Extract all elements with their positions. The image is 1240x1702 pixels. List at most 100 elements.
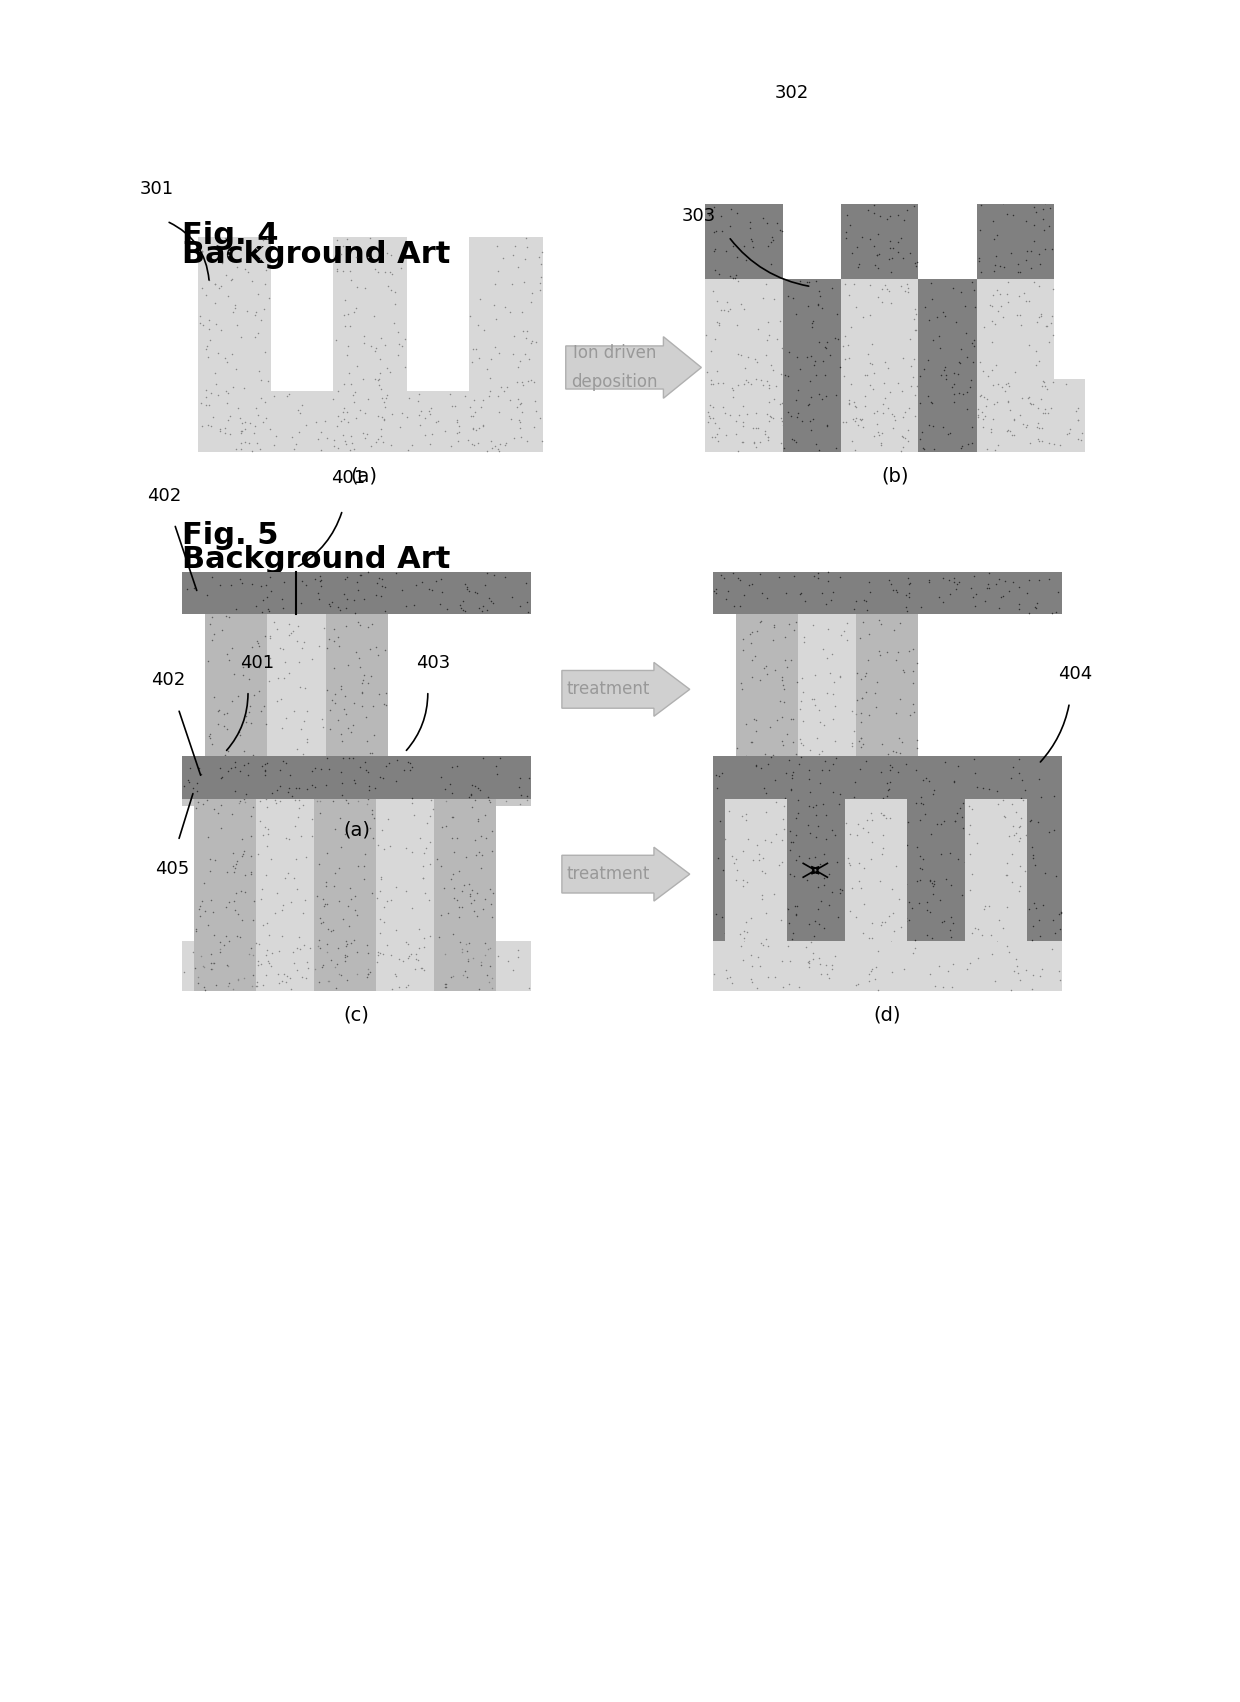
Point	[906, 834, 926, 861]
Point	[255, 814, 275, 841]
Point	[843, 745, 863, 773]
Point	[756, 271, 776, 298]
Point	[337, 408, 357, 436]
Point	[874, 369, 894, 397]
Point	[901, 352, 921, 380]
Point	[924, 376, 944, 403]
Point	[257, 936, 277, 963]
Point	[422, 575, 441, 603]
Point	[301, 822, 321, 849]
Point	[386, 279, 405, 306]
Point	[279, 825, 299, 853]
Point	[858, 647, 878, 674]
Point	[880, 749, 900, 776]
Point	[879, 902, 899, 929]
Point	[376, 752, 396, 780]
Point	[348, 853, 368, 880]
Point	[401, 749, 420, 776]
Point	[1024, 594, 1044, 621]
Point	[853, 730, 873, 757]
Point	[511, 390, 531, 417]
Point	[873, 802, 893, 829]
Point	[947, 570, 967, 597]
Point	[474, 386, 494, 414]
Point	[274, 960, 294, 987]
Point	[334, 233, 353, 260]
Point	[748, 902, 768, 929]
Point	[357, 790, 377, 817]
Point	[1019, 567, 1039, 594]
Point	[463, 793, 482, 820]
Point	[244, 681, 264, 708]
Point	[361, 958, 381, 985]
Point	[412, 955, 432, 982]
Point	[873, 398, 893, 426]
Point	[781, 647, 801, 674]
Point	[761, 223, 781, 250]
Point	[830, 664, 849, 691]
Point	[773, 665, 792, 693]
Point	[360, 776, 379, 803]
Point	[890, 609, 910, 637]
Point	[522, 327, 542, 354]
Point	[883, 766, 903, 793]
Point	[790, 791, 810, 819]
Point	[460, 880, 480, 907]
Point	[351, 562, 371, 589]
Point	[510, 414, 529, 441]
Point	[842, 732, 862, 759]
Point	[777, 398, 797, 426]
Point	[734, 187, 754, 214]
Point	[888, 638, 908, 665]
Point	[771, 218, 791, 245]
Point	[257, 941, 277, 968]
Point	[771, 429, 791, 456]
Point	[229, 788, 249, 815]
Point	[219, 403, 239, 431]
Point	[977, 790, 997, 817]
Point	[192, 274, 212, 301]
Point	[864, 780, 884, 807]
Point	[402, 754, 422, 781]
Point	[884, 890, 904, 917]
Point	[941, 904, 961, 931]
Text: Fig. 5: Fig. 5	[182, 521, 279, 550]
Point	[734, 926, 754, 953]
Point	[482, 904, 502, 931]
Point	[177, 766, 197, 793]
Point	[928, 810, 947, 837]
Point	[775, 785, 795, 812]
Point	[277, 824, 296, 851]
Point	[335, 311, 355, 339]
Point	[751, 608, 771, 635]
Point	[238, 780, 258, 807]
Point	[223, 298, 243, 325]
Point	[920, 768, 940, 795]
Point	[835, 271, 854, 298]
Point	[227, 922, 247, 950]
Point	[472, 592, 492, 620]
Point	[232, 752, 252, 780]
Point	[198, 911, 218, 938]
Point	[931, 810, 951, 837]
Point	[370, 371, 389, 398]
Point	[849, 849, 869, 877]
Point	[836, 810, 856, 837]
Point	[341, 718, 361, 745]
Point	[862, 955, 882, 982]
Point	[410, 398, 430, 426]
Point	[532, 238, 552, 266]
Point	[311, 436, 331, 463]
Point	[502, 271, 522, 298]
Point	[888, 786, 908, 814]
Point	[358, 960, 378, 987]
Point	[920, 786, 940, 814]
Point	[808, 328, 828, 356]
Point	[481, 427, 501, 454]
Point	[255, 271, 275, 298]
Point	[1017, 237, 1037, 264]
Point	[291, 822, 311, 849]
Point	[763, 356, 782, 383]
Point	[900, 238, 920, 266]
Point	[242, 710, 262, 737]
